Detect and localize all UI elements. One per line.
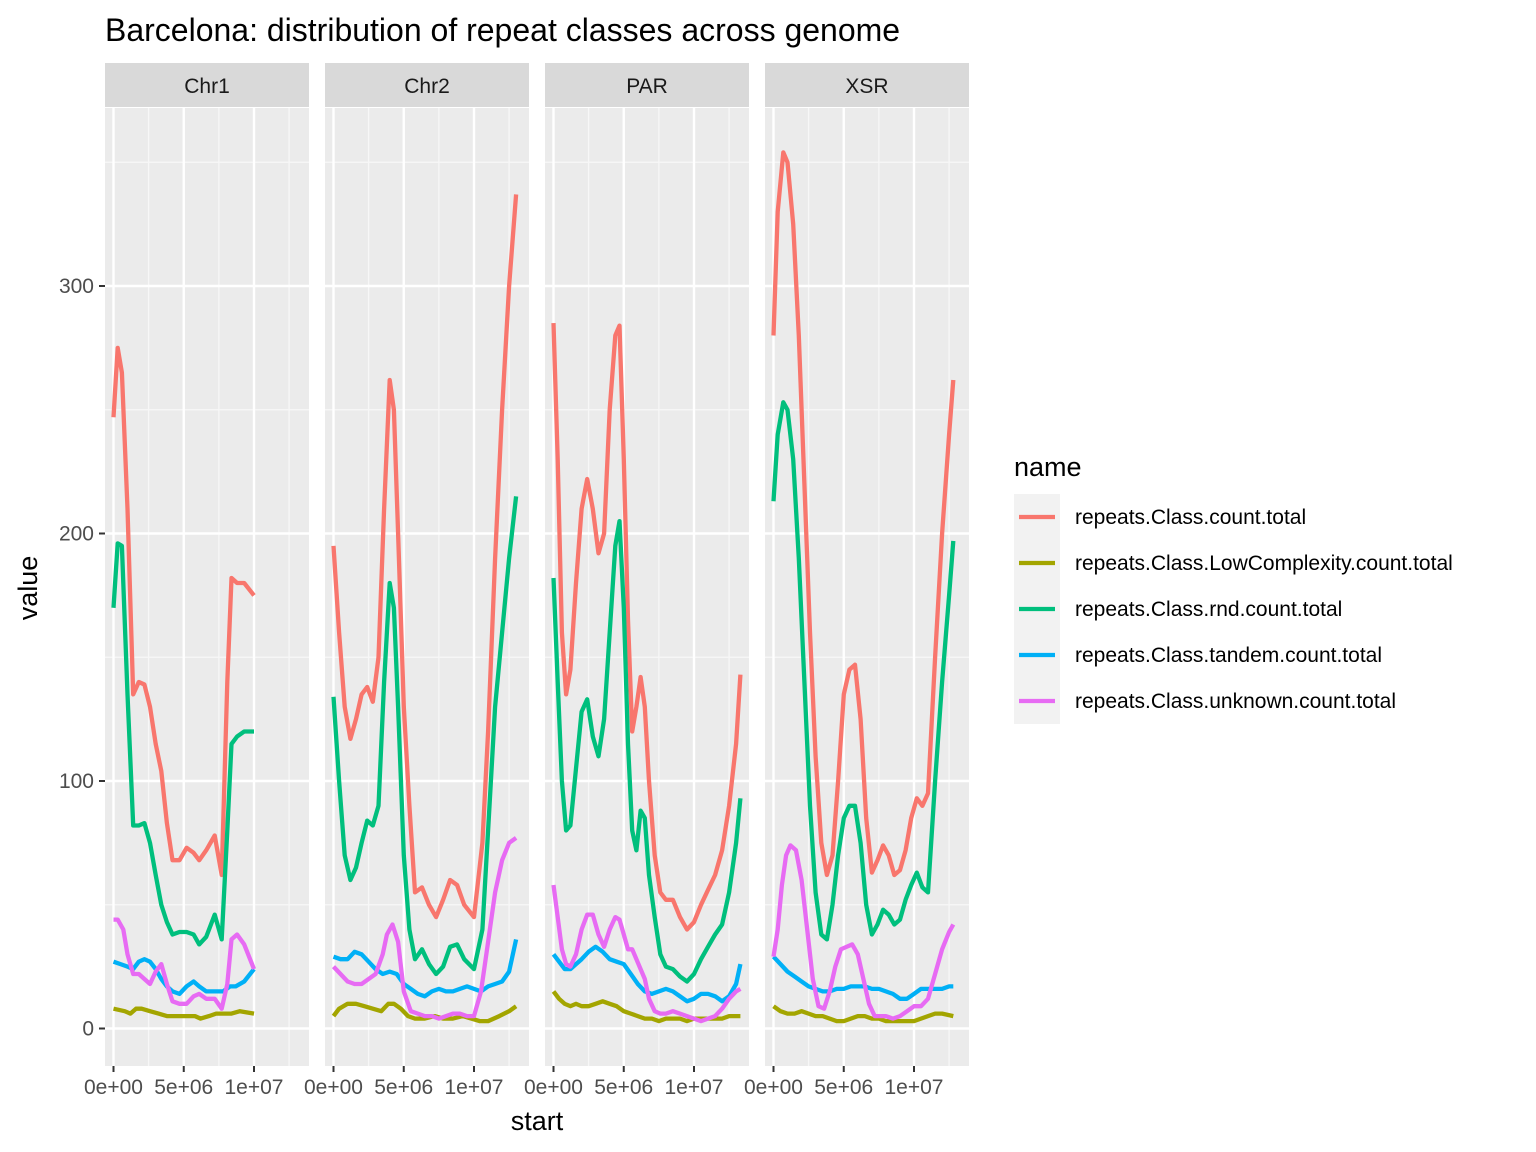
x-tick-label: 5e+06 (594, 1076, 653, 1099)
y-axis: 0 100 200 300 (59, 275, 105, 1041)
legend-label: repeats.Class.tandem.count.total (1075, 644, 1382, 667)
x-tick-label: 5e+06 (154, 1076, 213, 1099)
legend: name repeats.Class.count.totalrepeats.Cl… (1014, 452, 1453, 724)
legend-label: repeats.Class.unknown.count.total (1075, 690, 1396, 713)
x-tick-label: 1e+07 (665, 1076, 724, 1099)
facet-xsr: XSR 0e+00 5e+06 1e+07 (744, 63, 969, 1099)
series-line-1 (772, 1004, 954, 1024)
series-line-2 (331, 496, 519, 977)
x-axis-title: start (511, 1106, 564, 1136)
chart-title: Barcelona: distribution of repeat classe… (105, 12, 900, 48)
series-line-3 (332, 938, 519, 999)
series-line-2 (551, 518, 743, 984)
legend-title: name (1014, 452, 1082, 482)
series-line-4 (113, 917, 256, 1011)
panel-background (545, 108, 749, 1066)
legend-keys: repeats.Class.count.total repeats.Class.L… (1014, 494, 1453, 724)
x-tick-label: 0e+00 (744, 1076, 803, 1099)
panel-background (105, 108, 309, 1066)
facet-strip-label: Chr1 (184, 75, 230, 98)
series-line-2 (771, 400, 956, 942)
panel-background (325, 108, 529, 1066)
series-line-4 (551, 884, 742, 1024)
facet-strip (545, 63, 749, 107)
y-tick-label: 200 (59, 523, 94, 546)
facet-chr2: Chr2 0e+00 5e+06 1e+07 (304, 63, 529, 1099)
x-tick-label: 0e+00 (304, 1076, 363, 1099)
series-line-0 (551, 323, 743, 932)
x-tick-label: 5e+06 (374, 1076, 433, 1099)
x-tick-label: 0e+00 (84, 1076, 143, 1099)
series-line-4 (771, 843, 956, 1021)
x-tick-label: 5e+06 (814, 1076, 873, 1099)
facet-par: PAR 0e+00 5e+06 1e+07 (524, 63, 749, 1099)
facet-strip (105, 63, 309, 107)
x-tick-label: 0e+00 (524, 1076, 583, 1099)
facet-strip (765, 63, 969, 107)
y-tick-label: 300 (59, 275, 94, 298)
facet-strip (325, 63, 529, 107)
x-tick-label: 1e+07 (445, 1076, 504, 1099)
x-tick-label: 1e+07 (885, 1076, 944, 1099)
facet-strip-label: PAR (626, 75, 668, 98)
x-tick-label: 1e+07 (225, 1076, 284, 1099)
y-axis-title: value (13, 556, 43, 621)
series-line-0 (331, 194, 519, 920)
series-line-1 (113, 1006, 255, 1021)
facet-chr1: Chr1 0e+00 5e+06 1e+07 (84, 63, 309, 1099)
legend-label: repeats.Class.LowComplexity.count.total (1075, 552, 1453, 575)
facet-strip-label: XSR (845, 75, 888, 98)
legend-label: repeats.Class.count.total (1075, 506, 1306, 529)
series-line-2 (111, 541, 254, 947)
series-line-3 (551, 944, 743, 1004)
y-tick-label: 0 (82, 1018, 94, 1041)
legend-label: repeats.Class.rnd.count.total (1075, 598, 1342, 621)
series-line-0 (111, 345, 256, 878)
y-tick-label: 100 (59, 770, 94, 793)
series-line-4 (331, 836, 518, 1021)
series-line-0 (771, 150, 956, 878)
facet-strip-label: Chr2 (404, 75, 450, 98)
series-line-1 (331, 1001, 518, 1024)
